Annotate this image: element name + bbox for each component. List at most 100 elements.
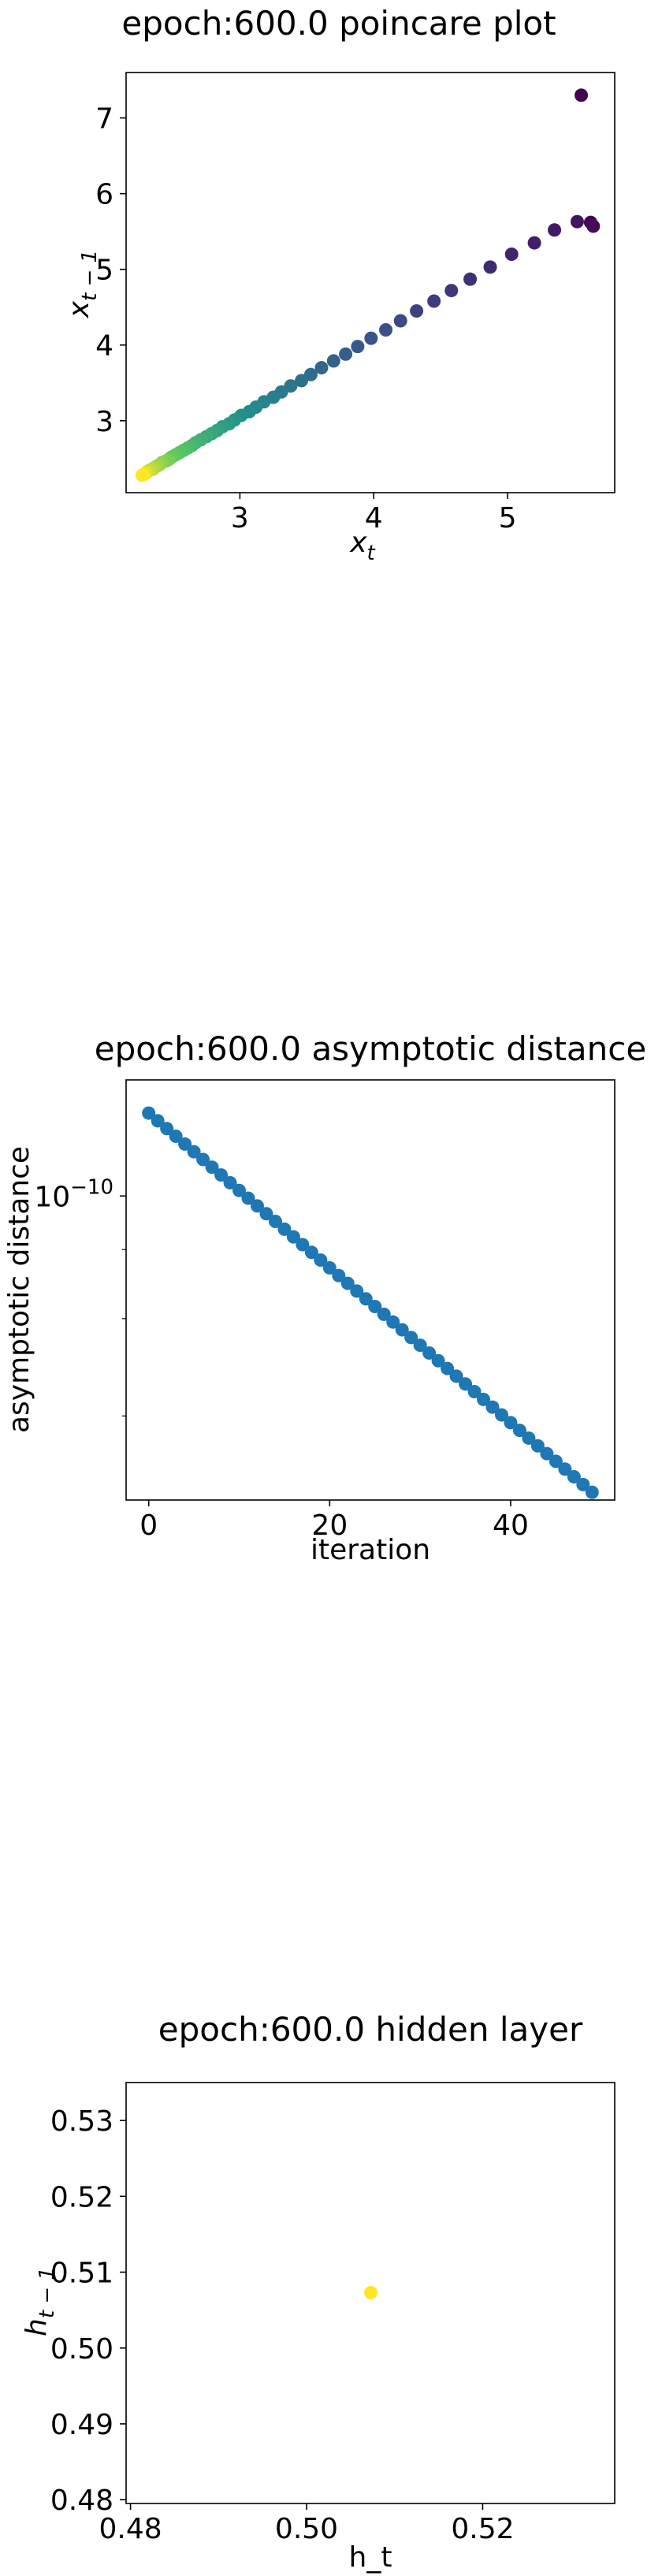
y-ticks: 0.48 0.49 0.50 0.51 0.52 0.53 <box>50 2105 126 2517</box>
asymptotic-distance-chart: epoch:600.0 asymptotic distance 0 20 40 10… <box>3 1029 646 1566</box>
data-point <box>268 1215 282 1229</box>
x-axis-label: iteration <box>311 1534 430 1566</box>
y-axis-label: ht − 1 <box>20 2267 59 2336</box>
data-point <box>485 1400 500 1414</box>
data-point <box>449 1369 463 1383</box>
y-tick-label: 4 <box>95 330 113 363</box>
y-ticks: 10−10 <box>34 1175 126 1416</box>
data-point <box>379 323 393 337</box>
data-point <box>232 1183 247 1197</box>
data-point <box>483 260 497 274</box>
data-point <box>196 1152 210 1167</box>
x-axis-label: h_t <box>349 2541 392 2574</box>
y-tick-label: 6 <box>95 179 113 211</box>
data-point <box>477 1392 491 1406</box>
data-point <box>359 1292 373 1306</box>
y-tick-label: 0.51 <box>50 2258 113 2290</box>
data-point <box>585 1485 599 1499</box>
data-point <box>530 1439 545 1453</box>
data-point <box>549 1454 563 1469</box>
data-point <box>395 1323 409 1337</box>
data-point <box>295 374 309 388</box>
x-tick-label: 5 <box>499 502 517 534</box>
data-point <box>169 1130 183 1144</box>
x-tick-label: 0 <box>139 1509 158 1542</box>
data-point <box>250 1199 264 1213</box>
data-point <box>322 1260 337 1275</box>
plot-frame <box>125 72 616 493</box>
x-tick-label: 0.48 <box>99 2513 162 2545</box>
data-point <box>364 331 378 345</box>
data-point <box>441 1361 455 1375</box>
data-point <box>467 1385 482 1399</box>
data-point <box>205 1160 219 1174</box>
data-point <box>187 1145 201 1159</box>
data-point <box>527 236 541 250</box>
data-point <box>304 1245 318 1260</box>
y-tick-label: 0.52 <box>50 2181 113 2213</box>
x-tick-label: 0.50 <box>275 2513 338 2545</box>
data-point <box>364 2286 378 2300</box>
x-tick-label: 0.52 <box>451 2513 514 2545</box>
data-point <box>151 1114 165 1128</box>
data-point <box>178 1137 192 1151</box>
data-point <box>422 1346 437 1360</box>
data-point <box>223 1175 237 1189</box>
hidden-layer-chart: epoch:600.0 hidden layer 0.48 0.50 0.52 0.… <box>20 2010 616 2574</box>
data-point <box>463 272 478 286</box>
y-tick-label: 7 <box>95 103 113 136</box>
data-point <box>413 1338 427 1353</box>
data-point <box>576 1477 590 1491</box>
data-point <box>259 1207 273 1221</box>
data-point <box>350 1284 364 1298</box>
y-axis-label: xt − 1 <box>63 250 102 318</box>
data-point <box>393 314 407 328</box>
y-tick-label: 0.49 <box>50 2409 113 2441</box>
y-tick-label: 0.48 <box>50 2485 113 2517</box>
data-point <box>296 1238 310 1252</box>
chart-title: epoch:600.0 asymptotic distance <box>95 1029 646 1068</box>
data-point <box>142 1106 156 1120</box>
data-point <box>314 361 329 375</box>
data-point <box>504 1416 518 1430</box>
plot-frame <box>125 2082 616 2504</box>
data-point <box>586 219 601 233</box>
data-point <box>332 1268 346 1282</box>
data-point <box>504 247 519 261</box>
data-point <box>339 347 353 361</box>
data-point <box>558 1462 572 1476</box>
data-points <box>142 1106 599 1499</box>
data-point <box>340 1276 355 1290</box>
data-point <box>459 1377 473 1391</box>
poincare-plot-chart: epoch:600.0 poincare plot 3 4 5 3 4 5 6 7 xt x… <box>63 4 616 565</box>
data-point <box>494 1408 508 1422</box>
y-tick-label: 5 <box>95 255 113 287</box>
x-tick-label: 20 <box>311 1509 348 1542</box>
y-ticks: 3 4 5 6 7 <box>95 103 126 438</box>
data-point <box>377 1307 391 1321</box>
y-tick-label: 3 <box>95 406 113 438</box>
data-point <box>540 1446 554 1461</box>
x-ticks: 0 20 40 <box>139 1500 529 1542</box>
data-point <box>386 1315 400 1329</box>
plot-frame <box>125 1079 616 1501</box>
data-point <box>444 284 459 298</box>
x-ticks: 0.48 0.50 0.52 <box>99 2503 515 2545</box>
x-tick-label: 3 <box>231 502 249 534</box>
data-point <box>277 1222 292 1236</box>
data-point <box>570 214 584 229</box>
y-tick-label: 0.53 <box>50 2105 113 2138</box>
data-point <box>404 1331 418 1345</box>
data-point <box>410 304 424 318</box>
x-axis-label: xt <box>349 527 375 565</box>
data-point <box>567 1470 581 1484</box>
x-ticks: 3 4 5 <box>231 493 517 534</box>
data-point <box>548 223 562 237</box>
data-point <box>431 1353 445 1368</box>
data-point <box>314 1253 328 1268</box>
y-tick-label: 0.50 <box>50 2333 113 2366</box>
chart-title: epoch:600.0 hidden layer <box>158 2010 583 2049</box>
data-point <box>368 1300 382 1314</box>
x-tick-label: 4 <box>365 502 383 534</box>
data-point <box>575 88 589 102</box>
